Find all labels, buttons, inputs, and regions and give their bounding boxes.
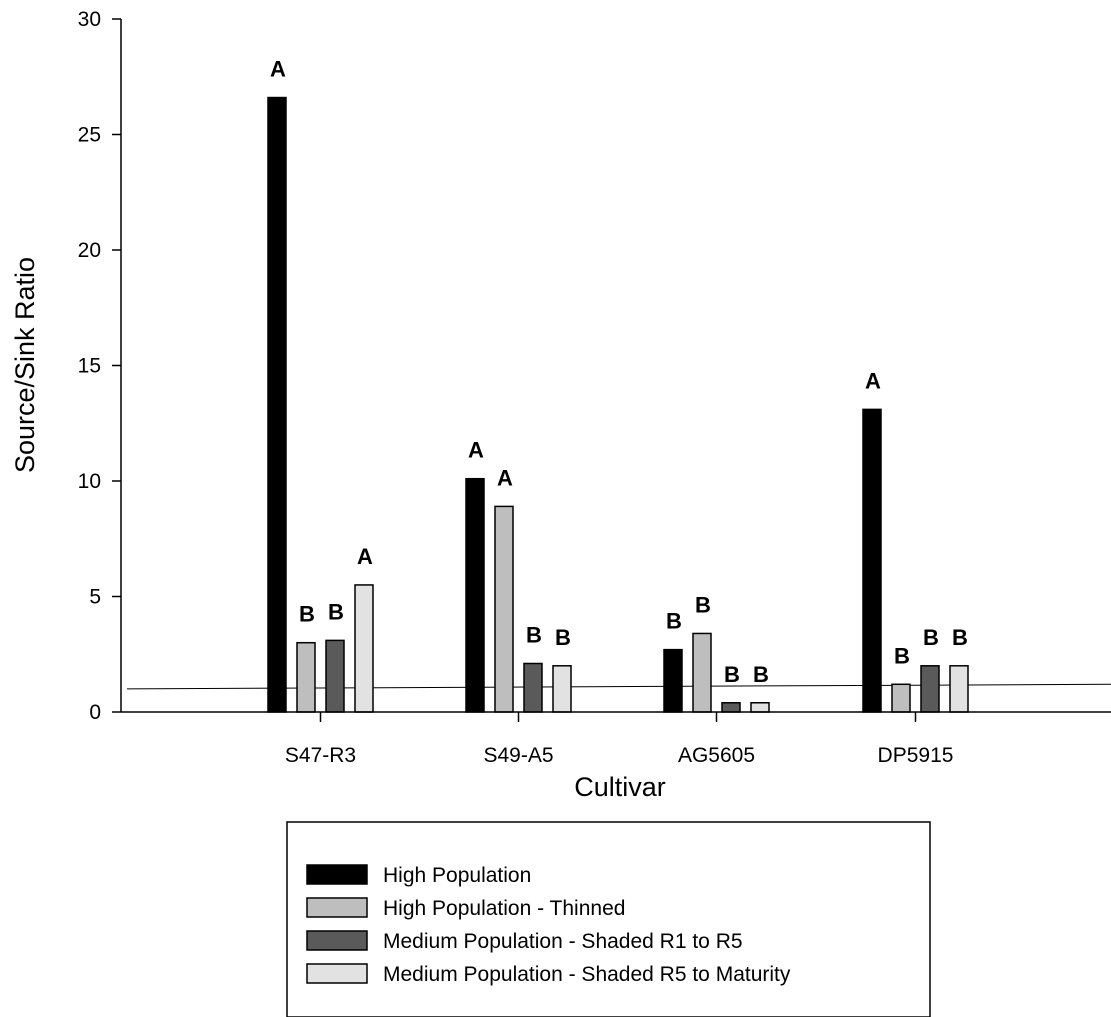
- bar: [354, 584, 374, 713]
- x-tick-label: AG5605: [678, 744, 755, 767]
- bar: [920, 665, 940, 713]
- legend-swatch: [306, 864, 368, 885]
- y-tick-label: 25: [78, 124, 101, 147]
- significance-letter: B: [753, 662, 769, 687]
- significance-letter: A: [865, 368, 881, 393]
- legend-label: High Population: [383, 864, 531, 887]
- y-axis-ticks: 0 5 10 15 20 25 30: [78, 8, 121, 724]
- bar: [862, 408, 882, 713]
- bars: [267, 96, 969, 713]
- legend-swatch: [306, 930, 368, 951]
- y-axis-title: Source/Sink Ratio: [10, 257, 40, 473]
- legend-swatch: [306, 897, 368, 918]
- bar: [552, 665, 572, 713]
- y-tick-label: 5: [89, 586, 101, 609]
- x-axis-ticks: S47-R3 S49-A5 AG5605 DP5915: [285, 712, 954, 767]
- significance-letter: B: [328, 599, 344, 624]
- legend-items: High Population High Population - Thinned…: [306, 864, 791, 986]
- legend-swatch: [306, 963, 368, 984]
- significance-letter: B: [724, 662, 740, 687]
- x-axis-title: Cultivar: [574, 772, 666, 802]
- reference-line-layer: [126, 683, 1111, 690]
- significance-letter: B: [894, 643, 910, 668]
- significance-letter: B: [695, 592, 711, 617]
- bar: [949, 665, 969, 713]
- bar: [296, 641, 316, 713]
- significance-letter: B: [923, 625, 939, 650]
- legend-label: High Population - Thinned: [383, 897, 625, 920]
- bar: [267, 96, 287, 713]
- significance-letter: A: [270, 57, 286, 82]
- significance-letter: A: [497, 465, 513, 490]
- significance-letter: B: [666, 609, 682, 634]
- bar: [750, 702, 770, 713]
- bar: [692, 632, 712, 713]
- y-tick-label: 0: [89, 701, 101, 724]
- significance-letter: B: [555, 625, 571, 650]
- legend: High Population High Population - Thinned…: [286, 821, 931, 1017]
- bar: [325, 639, 345, 713]
- x-tick-label: S49-A5: [483, 744, 553, 767]
- x-tick-label: DP5915: [878, 744, 954, 767]
- bar: [721, 702, 741, 713]
- significance-letter: B: [299, 602, 315, 627]
- y-tick-label: 10: [78, 470, 101, 493]
- y-tick-label: 20: [78, 239, 101, 262]
- bar: [494, 505, 514, 713]
- bar: [523, 662, 543, 713]
- reference-line: [126, 683, 1111, 690]
- legend-label: Medium Population - Shaded R5 to Maturit…: [383, 963, 791, 986]
- legend-label: Medium Population - Shaded R1 to R5: [383, 930, 743, 953]
- bar: [663, 648, 683, 713]
- significance-letter: B: [952, 625, 968, 650]
- bar: [465, 477, 485, 713]
- y-tick-label: 15: [78, 355, 101, 378]
- x-tick-label: S47-R3: [285, 744, 356, 767]
- significance-letter: B: [526, 622, 542, 647]
- significance-letter: A: [357, 544, 373, 569]
- significance-letter: A: [468, 438, 484, 463]
- legend-box: [286, 821, 931, 1017]
- y-tick-label: 30: [78, 8, 101, 31]
- bar: [891, 683, 911, 713]
